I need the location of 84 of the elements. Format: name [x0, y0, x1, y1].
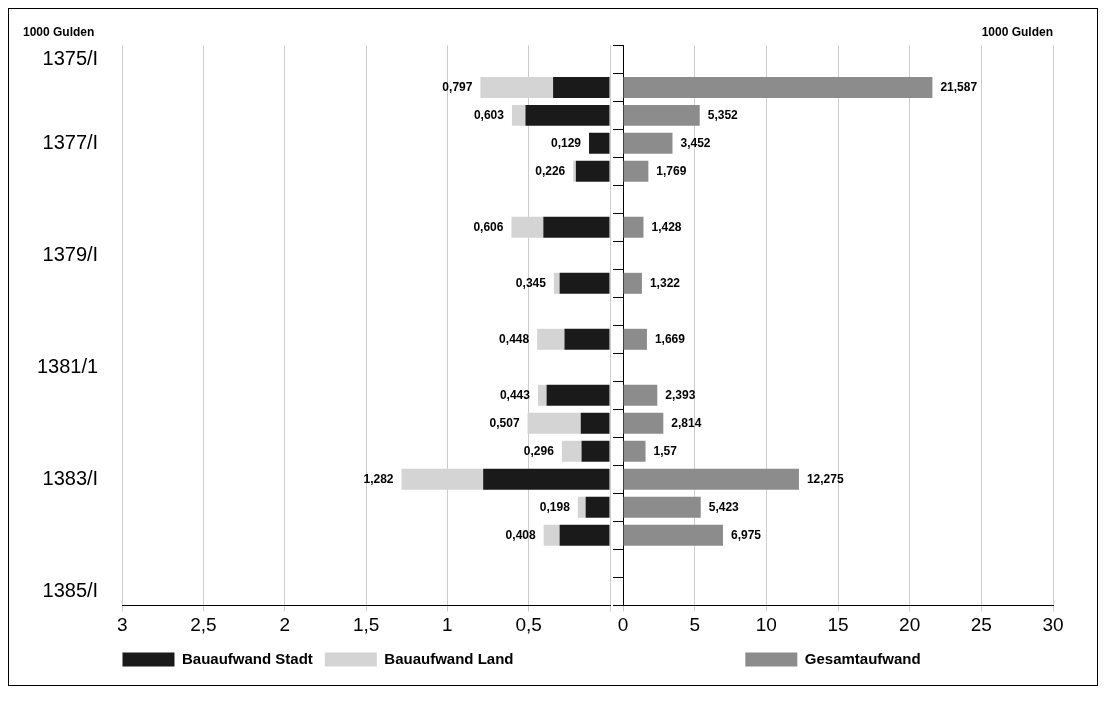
data-label: 1,322 — [649, 275, 681, 290]
total-label: 0,443 — [499, 387, 531, 402]
data-label: 2,814 — [671, 415, 702, 430]
total-label: 0,448 — [499, 331, 530, 346]
bar — [623, 412, 664, 434]
total-label: 0,797 — [442, 79, 473, 94]
data-label: 12,275 — [806, 471, 844, 486]
data-label: 1,669 — [654, 331, 686, 346]
total-label: 0,606 — [473, 219, 504, 234]
legend-label: Bauaufwand Stadt — [182, 649, 313, 667]
bar — [585, 496, 610, 518]
x-tick-label: 25 — [970, 613, 992, 635]
x-tick-label: 1,5 — [352, 613, 380, 635]
bar — [623, 104, 700, 126]
bar — [623, 132, 673, 154]
bar — [623, 468, 799, 490]
data-label: 1,428 — [651, 219, 682, 234]
x-axis-title: 1000 Gulden — [981, 24, 1053, 39]
total-label: 0,408 — [505, 527, 536, 542]
bar — [581, 440, 610, 462]
bar — [553, 272, 560, 294]
data-label: 2,393 — [665, 387, 696, 402]
bar — [623, 496, 701, 518]
bar — [623, 328, 647, 350]
total-label: 0,296 — [523, 443, 555, 458]
bar — [623, 76, 933, 98]
y-tick-label: 1381/1 — [37, 354, 99, 377]
data-label: 1,769 — [656, 163, 687, 178]
x-tick-label: 15 — [827, 613, 849, 635]
x-tick-label: 2 — [279, 613, 291, 635]
total-label: 0,345 — [515, 275, 547, 290]
total-label: 0,603 — [473, 107, 505, 122]
x-tick-label: 30 — [1042, 613, 1064, 635]
bar — [623, 440, 646, 462]
x-tick-label: 20 — [899, 613, 921, 635]
x-tick-label: 0,5 — [515, 613, 542, 635]
total-label: 0,198 — [539, 499, 571, 514]
bar — [623, 160, 649, 182]
bar — [623, 524, 723, 546]
bar — [580, 412, 610, 434]
data-label: 21,587 — [940, 79, 978, 94]
legend-label: Gesamtaufwand — [804, 649, 921, 667]
bar — [559, 524, 610, 546]
total-label: 1,282 — [363, 471, 394, 486]
legend-label: Bauaufwand Land — [384, 649, 514, 667]
bar — [559, 272, 610, 294]
bar — [537, 328, 565, 350]
x-tick-label: 10 — [755, 613, 777, 635]
bar — [564, 328, 610, 350]
bar — [575, 160, 610, 182]
bar — [623, 272, 642, 294]
data-label: 5,423 — [708, 499, 740, 514]
data-label: 3,452 — [680, 135, 711, 150]
x-tick-label: 1 — [442, 613, 453, 635]
x-tick-label: 3 — [116, 613, 128, 635]
x-tick-label: 0 — [617, 613, 629, 635]
bar — [543, 216, 610, 238]
x-tick-label: 5 — [689, 613, 700, 635]
bar — [577, 496, 586, 518]
x-tick-label: 2,5 — [190, 613, 217, 635]
data-label: 1,57 — [653, 443, 678, 458]
bar — [543, 524, 560, 546]
bar — [546, 384, 610, 406]
bar — [483, 468, 610, 490]
bar — [573, 160, 576, 182]
total-label: 0,129 — [550, 135, 582, 150]
bar — [623, 384, 658, 406]
data-label: 5,352 — [707, 107, 739, 122]
y-tick-label: 1385/I — [42, 578, 99, 601]
y-tick-label: 1383/I — [42, 466, 99, 489]
data-label: 6,975 — [730, 527, 762, 542]
bar — [623, 216, 644, 238]
bar — [525, 104, 610, 126]
x-axis-title: 1000 Gulden — [23, 24, 95, 39]
y-tick-label: 1379/I — [42, 242, 99, 265]
total-label: 0,507 — [489, 415, 520, 430]
total-label: 0,226 — [535, 163, 566, 178]
bar — [589, 132, 610, 154]
bar — [553, 76, 610, 98]
bar — [511, 104, 526, 126]
bar — [537, 384, 547, 406]
y-tick-label: 1377/I — [42, 130, 99, 153]
bar — [561, 440, 582, 462]
y-tick-label: 1375/I — [42, 46, 99, 69]
